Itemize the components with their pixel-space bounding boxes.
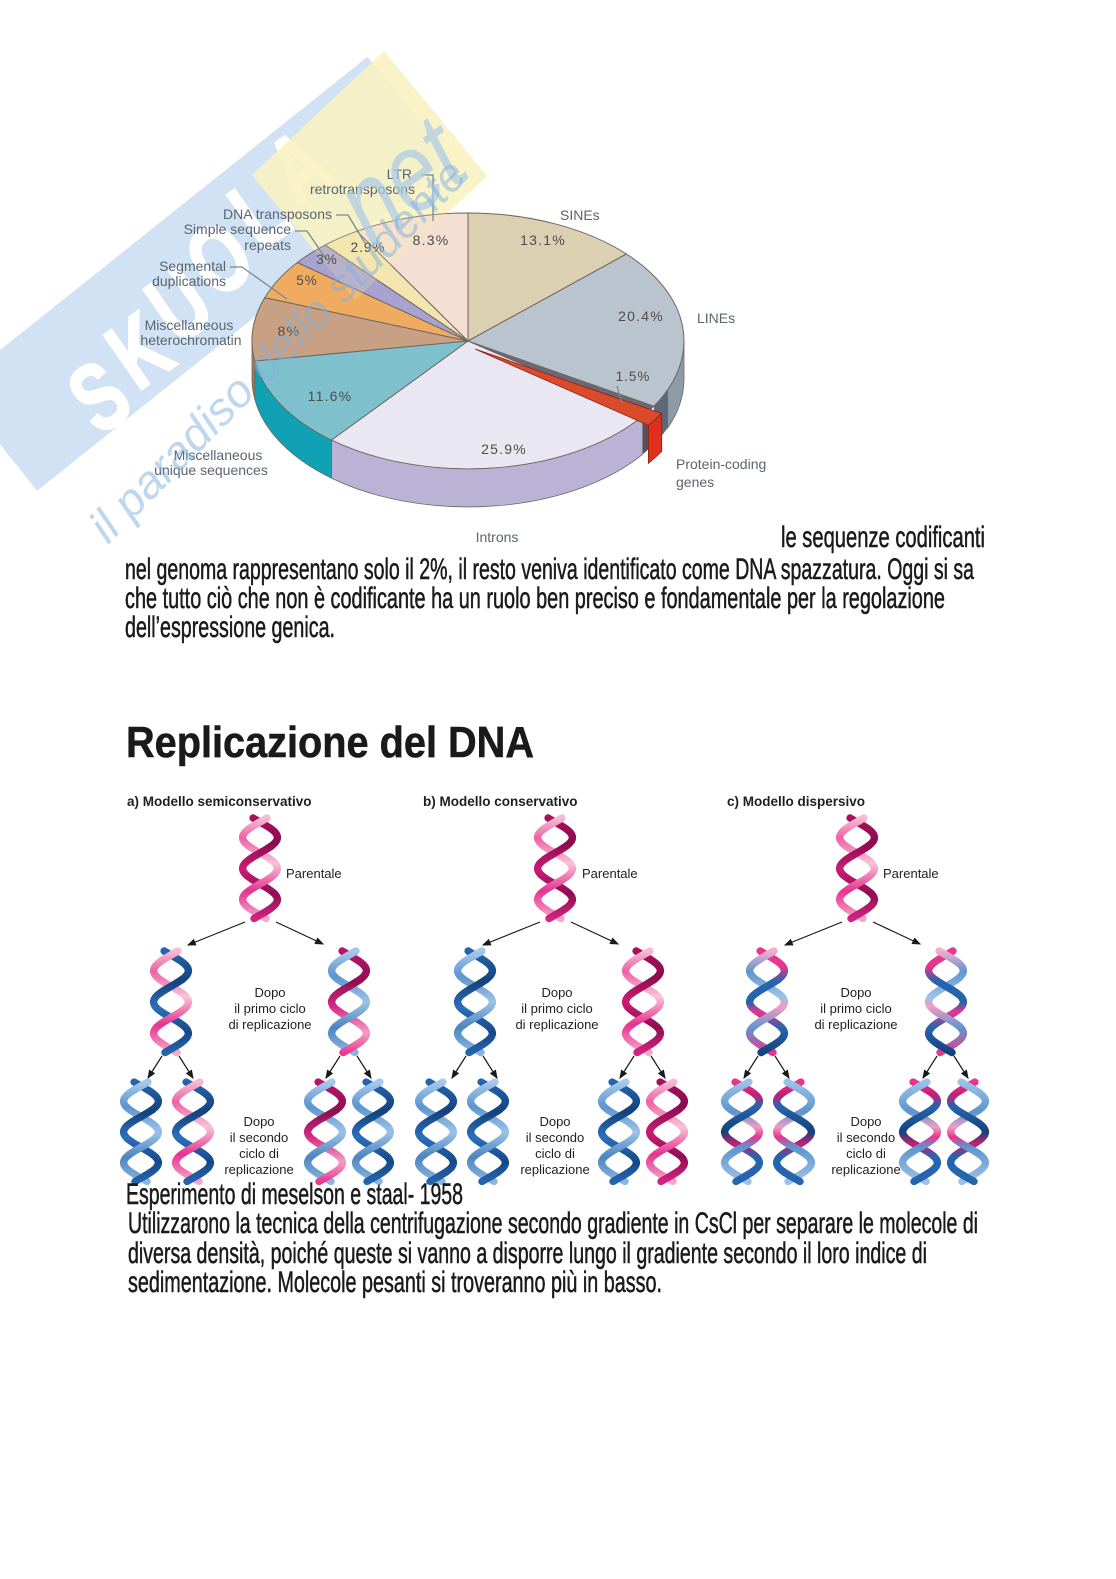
svg-text:il primo ciclo: il primo ciclo bbox=[234, 1001, 306, 1016]
svg-text:Introns: Introns bbox=[476, 529, 519, 545]
svg-text:Protein-coding: Protein-coding bbox=[676, 456, 766, 472]
svg-text:heterochromatin: heterochromatin bbox=[140, 332, 241, 348]
svg-text:25.9%: 25.9% bbox=[481, 441, 527, 457]
svg-text:il primo ciclo: il primo ciclo bbox=[820, 1001, 892, 1016]
svg-text:Dopo: Dopo bbox=[541, 985, 572, 1000]
svg-text:il secondo: il secondo bbox=[837, 1130, 896, 1145]
svg-text:Dopo: Dopo bbox=[850, 1114, 881, 1129]
svg-text:Dopo: Dopo bbox=[243, 1114, 274, 1129]
svg-text:Parentale: Parentale bbox=[582, 866, 638, 881]
svg-text:1.5%: 1.5% bbox=[616, 369, 651, 384]
svg-text:Miscellaneous: Miscellaneous bbox=[145, 317, 234, 333]
svg-text:il primo ciclo: il primo ciclo bbox=[521, 1001, 593, 1016]
svg-text:Dopo: Dopo bbox=[840, 985, 871, 1000]
svg-text:Dopo: Dopo bbox=[539, 1114, 570, 1129]
svg-text:Parentale: Parentale bbox=[883, 866, 939, 881]
svg-text:Miscellaneous: Miscellaneous bbox=[174, 447, 263, 463]
svg-text:2.9%: 2.9% bbox=[351, 240, 386, 255]
svg-text:c) Modello dispersivo: c) Modello dispersivo bbox=[727, 794, 865, 809]
svg-text:replicazione: replicazione bbox=[224, 1162, 293, 1177]
svg-text:Simple sequence: Simple sequence bbox=[184, 221, 292, 237]
svg-text:ciclo di: ciclo di bbox=[846, 1146, 886, 1161]
svg-text:ciclo di: ciclo di bbox=[239, 1146, 279, 1161]
svg-text:11.6%: 11.6% bbox=[308, 388, 353, 404]
svg-text:il secondo: il secondo bbox=[230, 1130, 289, 1145]
svg-text:Segmental: Segmental bbox=[159, 258, 226, 274]
svg-text:5%: 5% bbox=[296, 273, 318, 288]
svg-text:13.1%: 13.1% bbox=[520, 232, 566, 248]
svg-text:20.4%: 20.4% bbox=[618, 308, 664, 324]
svg-text:repeats: repeats bbox=[244, 237, 291, 253]
svg-text:8.3%: 8.3% bbox=[413, 232, 450, 248]
svg-text:DNA transposons: DNA transposons bbox=[223, 206, 332, 222]
svg-text:8%: 8% bbox=[278, 323, 301, 339]
svg-text:Dopo: Dopo bbox=[254, 985, 285, 1000]
svg-text:di replicazione: di replicazione bbox=[228, 1017, 311, 1032]
svg-text:unique sequences: unique sequences bbox=[154, 462, 268, 478]
svg-text:LTR: LTR bbox=[387, 166, 412, 182]
svg-text:replicazione: replicazione bbox=[520, 1162, 589, 1177]
svg-text:il secondo: il secondo bbox=[526, 1130, 585, 1145]
svg-text:SINEs: SINEs bbox=[560, 207, 600, 223]
svg-text:3%: 3% bbox=[316, 252, 338, 267]
svg-text:ciclo di: ciclo di bbox=[535, 1146, 575, 1161]
svg-text:b) Modello conservativo: b) Modello conservativo bbox=[423, 794, 578, 809]
svg-text:genes: genes bbox=[676, 474, 714, 490]
svg-text:a) Modello semiconservativo: a) Modello semiconservativo bbox=[127, 794, 312, 809]
svg-text:di replicazione: di replicazione bbox=[515, 1017, 598, 1032]
svg-text:di replicazione: di replicazione bbox=[814, 1017, 897, 1032]
svg-text:Parentale: Parentale bbox=[286, 866, 342, 881]
svg-text:duplications: duplications bbox=[152, 273, 226, 289]
svg-text:retrotransposons: retrotransposons bbox=[310, 181, 415, 197]
svg-text:LINEs: LINEs bbox=[697, 310, 735, 326]
svg-text:replicazione: replicazione bbox=[831, 1162, 900, 1177]
